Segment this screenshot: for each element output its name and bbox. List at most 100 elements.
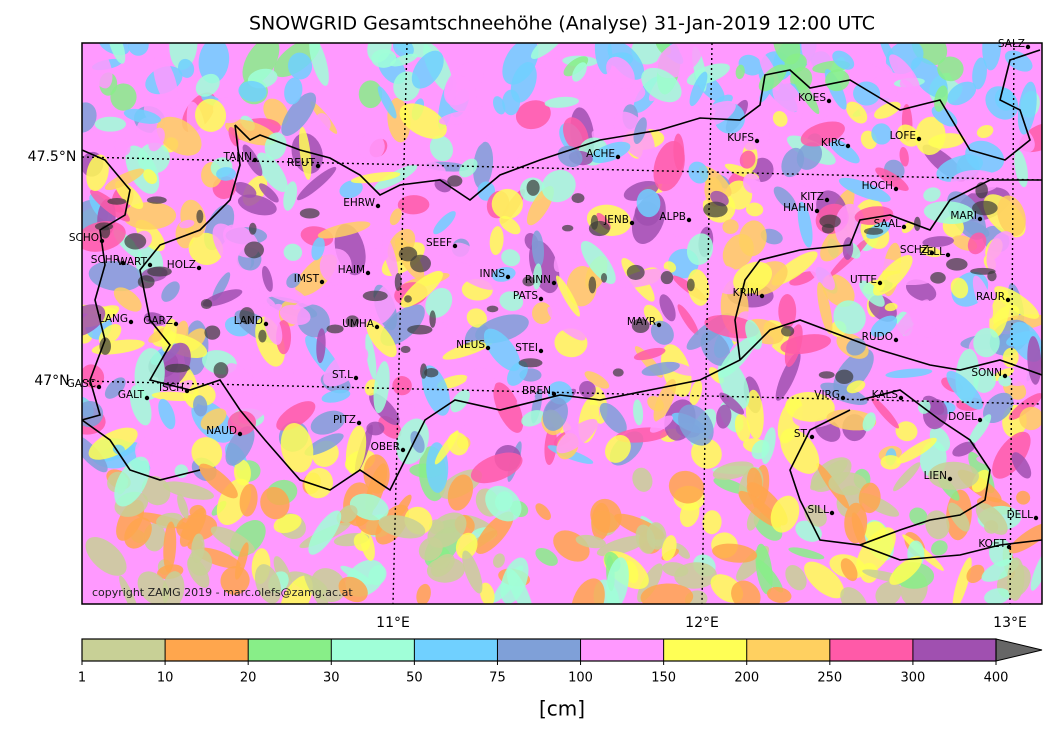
- borders: [82, 49, 1042, 561]
- terrain-patch: [653, 379, 677, 422]
- terrain-peak: [424, 367, 439, 378]
- terrain-patch: [785, 392, 835, 422]
- terrain-peak: [835, 369, 854, 385]
- station-dot: [1033, 515, 1039, 521]
- colorbar-tick-label: 75: [489, 671, 506, 686]
- terrain-patch: [163, 521, 177, 573]
- terrain-patch: [854, 206, 894, 225]
- terrain-patch: [363, 454, 390, 494]
- terrain-patch: [310, 410, 346, 435]
- terrain-patch: [1019, 406, 1042, 431]
- terrain-patch: [393, 43, 414, 58]
- terrain-patch: [88, 261, 143, 292]
- terrain: [82, 43, 1042, 604]
- station-dot: [615, 154, 621, 160]
- station-dot: [144, 395, 150, 401]
- terrain-patch: [555, 275, 580, 317]
- terrain-patch: [661, 535, 677, 562]
- terrain-patch: [479, 582, 495, 604]
- colorbar-extend: [995, 638, 1043, 662]
- station-dot: [759, 293, 765, 299]
- terrain-patch: [653, 140, 685, 192]
- terrain-peak: [146, 196, 167, 204]
- terrain-patch: [339, 505, 358, 523]
- station-dot: [656, 322, 662, 328]
- colorbar-tick-label: 50: [406, 671, 423, 686]
- terrain-patch: [338, 576, 368, 603]
- terrain-patch: [311, 237, 325, 261]
- station-label: LANG: [99, 313, 128, 325]
- station-dot: [1025, 44, 1031, 50]
- station-label: LAND: [234, 315, 263, 327]
- terrain-patch: [952, 557, 972, 604]
- terrain-peak: [165, 363, 191, 373]
- terrain-patch: [674, 543, 690, 559]
- station-dot: [1006, 544, 1012, 550]
- terrain-patch: [446, 418, 465, 432]
- terrain-patch: [531, 230, 545, 268]
- terrain-patch: [790, 69, 820, 114]
- terrain-patch: [124, 517, 152, 549]
- terrain-patch: [233, 182, 257, 198]
- terrain-patch: [94, 116, 126, 132]
- terrain-peak: [863, 227, 884, 235]
- station-dot: [893, 186, 899, 192]
- terrain-patch: [110, 83, 137, 111]
- terrain-patch: [761, 427, 776, 465]
- terrain-peak: [420, 363, 428, 379]
- station-dot: [824, 197, 830, 203]
- terrain-patch: [212, 272, 231, 301]
- terrain-patch: [828, 472, 867, 496]
- terrain-patch: [366, 421, 385, 436]
- terrain-patch: [113, 287, 142, 312]
- station-dot: [374, 324, 380, 330]
- terrain-peak: [518, 358, 543, 368]
- terrain-patch: [973, 327, 1000, 358]
- terrain-patch: [722, 219, 739, 234]
- terrain-patch: [276, 401, 316, 431]
- terrain-patch: [893, 462, 921, 492]
- terrain-patch: [899, 79, 916, 95]
- terrain-patch: [838, 177, 891, 202]
- terrain-patch: [358, 133, 385, 161]
- color-bin: [165, 639, 249, 661]
- station-dot: [365, 270, 371, 276]
- terrain-patch: [284, 77, 303, 105]
- station-label: SCHR: [91, 254, 120, 266]
- terrain-patch: [687, 269, 710, 306]
- terrain-patch: [340, 565, 373, 585]
- terrain-patch: [1014, 149, 1028, 188]
- terrain-patch: [392, 376, 412, 396]
- terrain-patch: [889, 556, 922, 585]
- terrain-peak: [588, 276, 597, 294]
- station-dot: [826, 98, 832, 104]
- station-dot: [551, 280, 557, 286]
- station-dot: [375, 203, 381, 209]
- station-label: UTTE: [850, 274, 877, 286]
- station-label: OBER: [371, 441, 400, 453]
- terrain-patch: [378, 515, 426, 539]
- terrain-patch: [889, 54, 920, 92]
- terrain-patch: [950, 169, 1001, 194]
- terrain-patch: [492, 553, 505, 568]
- terrain-patch: [976, 125, 994, 138]
- terrain-patch: [870, 386, 895, 410]
- terrain-patch: [606, 56, 635, 90]
- terrain-patch: [778, 294, 797, 329]
- terrain-patch: [198, 43, 230, 84]
- terrain-patch: [704, 314, 759, 339]
- terrain-patch: [87, 46, 113, 89]
- station-label: ALPB: [659, 211, 686, 223]
- terrain-patch: [541, 169, 576, 203]
- terrain-patch: [370, 280, 401, 325]
- terrain-patch: [86, 154, 109, 191]
- terrain-peak: [821, 223, 835, 234]
- terrain-patch: [489, 226, 504, 256]
- station-dot: [929, 250, 935, 256]
- station-label: PITZ: [333, 414, 356, 426]
- terrain-patch: [556, 419, 598, 454]
- terrain-patch: [859, 280, 885, 307]
- terrain-patch: [967, 232, 987, 255]
- terrain-patch: [315, 113, 331, 132]
- terrain-patch: [992, 431, 1031, 479]
